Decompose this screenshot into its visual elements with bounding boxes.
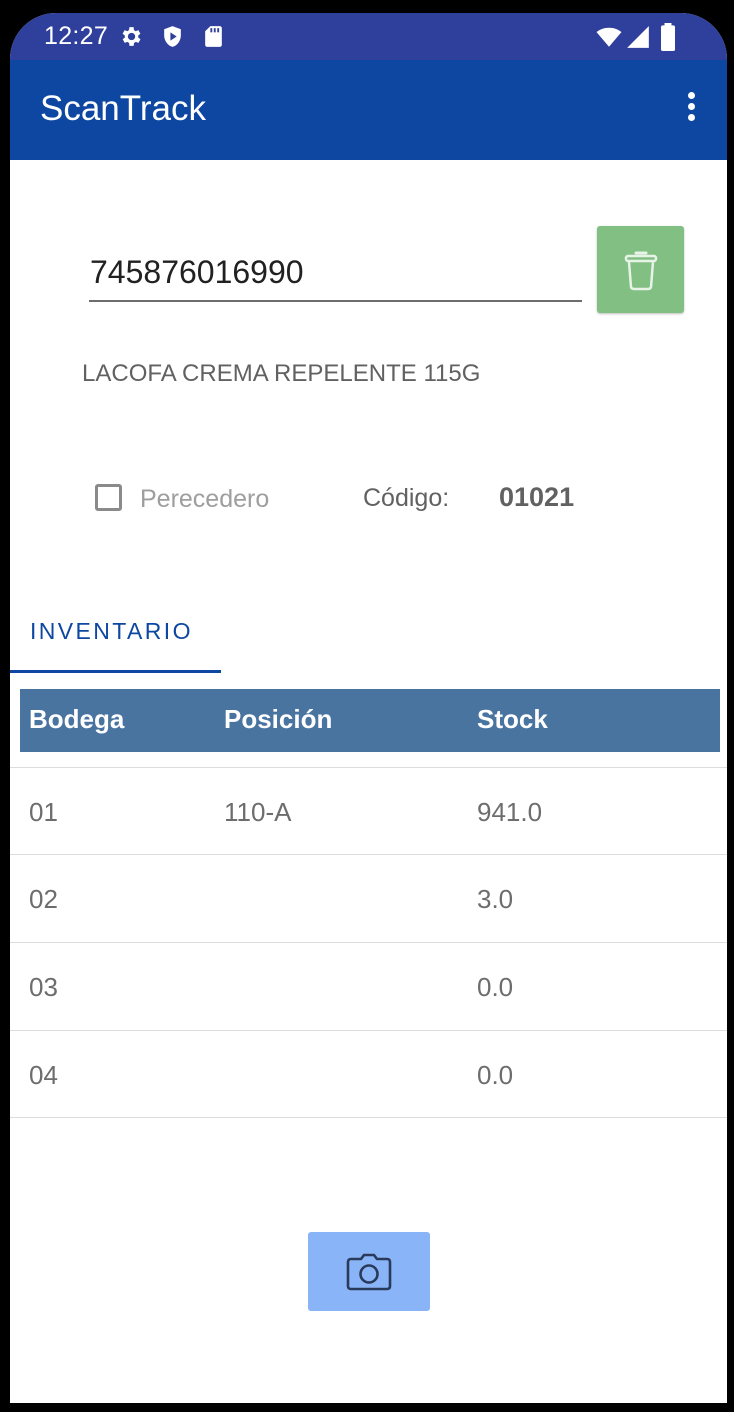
cell-bodega: 03 xyxy=(29,972,58,1002)
cell-bodega: 02 xyxy=(29,884,58,914)
clear-barcode-button[interactable] xyxy=(597,226,684,313)
table-row[interactable]: 02 3.0 xyxy=(10,854,727,941)
tab-indicator xyxy=(10,670,221,673)
battery-icon xyxy=(661,23,675,51)
code-value: 01021 xyxy=(499,482,575,512)
cell-stock: 0.0 xyxy=(477,972,514,1002)
table-divider xyxy=(10,1117,727,1118)
app-bar: ScanTrack xyxy=(10,60,727,160)
trash-icon xyxy=(624,251,657,290)
app-title: ScanTrack xyxy=(40,89,206,128)
cell-stock: 0.0 xyxy=(477,1060,514,1090)
perishable-label: Perecedero xyxy=(140,485,270,513)
header-bodega: Bodega xyxy=(29,704,125,734)
header-stock: Stock xyxy=(477,704,548,734)
camera-icon xyxy=(346,1253,392,1290)
inventory-table-header: Bodega Posición Stock xyxy=(20,689,720,752)
camera-scan-button[interactable] xyxy=(308,1232,430,1311)
shield-icon xyxy=(164,26,181,47)
code-label: Código: xyxy=(363,484,450,512)
header-posicion: Posición xyxy=(224,704,333,734)
product-description: LACOFA CREMA REPELENTE 115G xyxy=(82,360,481,387)
tab-inventario[interactable]: INVENTARIO xyxy=(10,603,221,673)
cell-posicion: 110-A xyxy=(224,797,292,827)
status-time: 12:27 xyxy=(44,22,109,50)
table-row[interactable]: 01 110-A 941.0 xyxy=(10,767,727,854)
sd-card-icon xyxy=(205,26,222,47)
barcode-input[interactable] xyxy=(89,245,582,302)
gear-icon xyxy=(122,27,141,46)
table-row[interactable]: 03 0.0 xyxy=(10,942,727,1029)
cell-stock: 3.0 xyxy=(477,884,514,914)
wifi-icon xyxy=(596,27,622,47)
tab-label: INVENTARIO xyxy=(30,618,193,644)
signal-icon xyxy=(627,26,649,48)
perishable-checkbox[interactable] xyxy=(95,484,122,511)
device-screen: 12:27 ScanTrack xyxy=(10,13,727,1403)
cell-bodega: 04 xyxy=(29,1060,58,1090)
status-bar: 12:27 xyxy=(10,13,727,60)
cell-bodega: 01 xyxy=(29,797,58,827)
table-row[interactable]: 04 0.0 xyxy=(10,1030,727,1117)
more-vert-icon[interactable] xyxy=(679,90,703,130)
cell-stock: 941.0 xyxy=(477,797,543,827)
